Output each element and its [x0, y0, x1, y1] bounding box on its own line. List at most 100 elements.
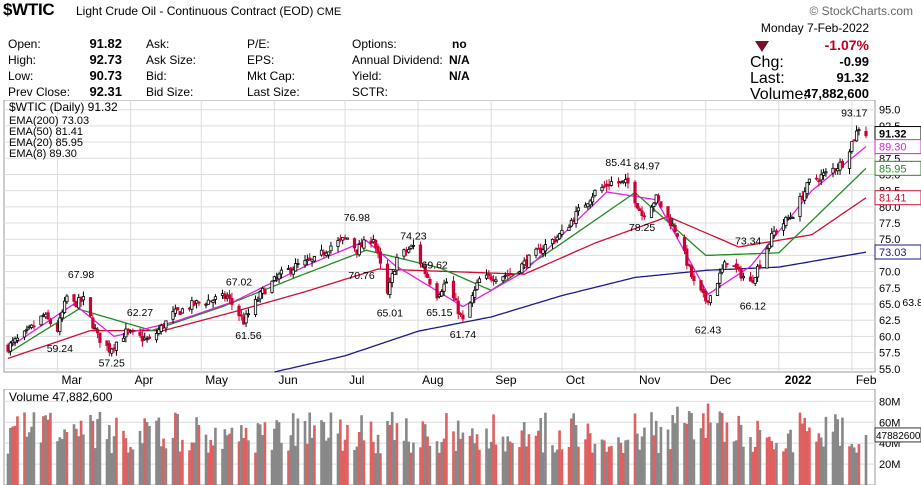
candle-body [701, 289, 705, 293]
candle-body [456, 300, 460, 315]
prev-close-label: Prev Close: [8, 85, 71, 99]
candle-body [692, 275, 696, 282]
volume-bar [75, 428, 78, 485]
candle-body [748, 276, 753, 282]
candle-body [652, 202, 656, 207]
volume-bar [753, 446, 757, 485]
month-tick-label: 2022 [785, 373, 812, 387]
candle-body [487, 272, 491, 277]
candle-body [326, 251, 331, 256]
volume-bar [692, 439, 696, 485]
value-tag-box [874, 139, 921, 155]
volume-bar [454, 450, 458, 485]
volume-bar [244, 427, 248, 485]
candle-body [303, 260, 307, 266]
volume-bar [141, 443, 144, 485]
candle-body [588, 200, 592, 206]
volume-bar [808, 427, 811, 485]
volume-bar [176, 414, 180, 485]
volume-bar [605, 451, 609, 485]
stockcharts-brand[interactable]: © StockCharts.com [809, 4, 913, 18]
volume-bar [718, 411, 722, 485]
candle-body [126, 328, 130, 332]
volume-bar [591, 452, 594, 485]
volume-bar [393, 440, 396, 485]
volume-bar [553, 452, 557, 485]
candle-body [527, 254, 531, 268]
candle-body [176, 307, 180, 311]
open-label: Open: [8, 37, 41, 51]
volume-bar [386, 420, 389, 485]
candle-body [725, 263, 729, 265]
candle-body [263, 289, 267, 295]
volume-bar [30, 426, 33, 485]
volume-bar [822, 446, 825, 485]
candle-body [642, 215, 647, 218]
candle-body [256, 299, 260, 302]
candle-body [534, 248, 538, 256]
volume-bar [525, 446, 528, 485]
candle-body [847, 151, 852, 169]
candle-body [857, 129, 861, 132]
price-annotation: 93.17 [841, 107, 867, 119]
price-tick-label: 77.5 [879, 218, 900, 230]
bid-size-label: Bid Size: [146, 85, 194, 99]
volume-bar [16, 416, 19, 485]
volume-bar [558, 430, 561, 485]
exchange-label: CME [316, 6, 342, 18]
volume-bar [607, 446, 611, 485]
candle-body [520, 263, 524, 274]
month-tick-label: Nov [639, 373, 660, 387]
volume-bar [108, 425, 111, 485]
volume-bar [699, 428, 703, 485]
volume-bar [588, 433, 592, 485]
volume-bar [91, 420, 95, 485]
candle-body [807, 178, 812, 183]
volume-bar [789, 429, 792, 485]
volume-bar [63, 429, 66, 485]
volume-bar [49, 412, 52, 485]
candle-body [468, 302, 472, 318]
volume-bar [247, 440, 250, 485]
price-legend: $WTIC (Daily) 91.32 EMA(200) 73.03 EMA(5… [9, 100, 118, 160]
candle-body [854, 130, 859, 142]
price-annotation: 74.23 [400, 230, 426, 242]
candle-body [722, 261, 727, 270]
volume-bar [115, 417, 118, 485]
month-tick-label: Apr [135, 373, 154, 387]
candle-body [640, 210, 644, 216]
volume-bar [791, 452, 795, 485]
candle-body [390, 273, 394, 283]
candle-body [15, 337, 20, 341]
candle-body [159, 324, 163, 332]
value-tag-box [874, 160, 921, 176]
candle-body [98, 332, 102, 343]
price-tick-label: 57.5 [879, 348, 900, 360]
month-tick-label: Feb [856, 373, 877, 387]
volume-bar [784, 448, 788, 485]
volume-bar [775, 442, 778, 485]
volume-bar [188, 450, 191, 485]
volume-title: Volume 47,882,600 [9, 390, 113, 404]
instrument-description: Light Crude Oil - Continuous Contract (E… [76, 4, 342, 18]
candle-body [458, 313, 463, 316]
volume-bar [511, 442, 514, 485]
volume-bar [129, 446, 132, 485]
volume-bar [372, 441, 375, 485]
candle-body [131, 330, 135, 332]
volume-bar [624, 440, 627, 485]
volume-bar [621, 452, 625, 485]
volume-bar [122, 430, 125, 485]
candle-body [708, 295, 713, 304]
volume-bar [494, 444, 498, 485]
price-annotation: 61.56 [235, 330, 261, 342]
volume-bar [303, 421, 307, 485]
volume-bar [409, 452, 413, 485]
candle-body [145, 338, 149, 341]
volume-bar [174, 412, 177, 485]
price-chart[interactable]: 67.98 63.81 59.24 57.25 62.27 67.02 61.56 76.98… [0, 100, 921, 387]
candle-body [253, 299, 258, 316]
candle-body [22, 330, 27, 338]
price-annotation: 62.43 [695, 324, 721, 336]
